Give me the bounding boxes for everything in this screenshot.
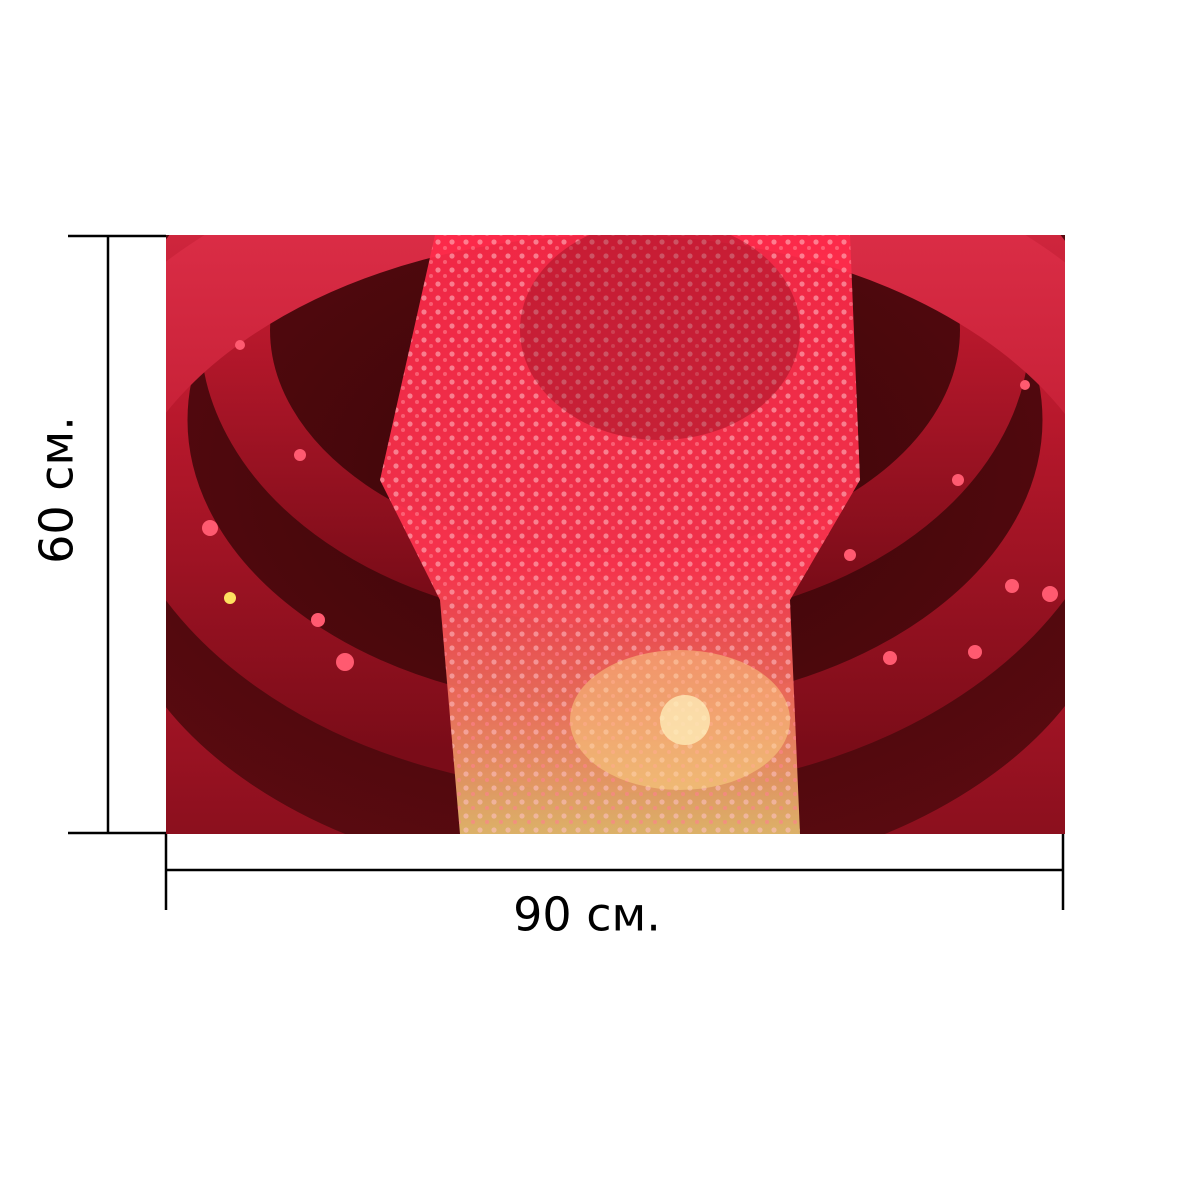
height-label: 60 см. xyxy=(30,416,84,564)
width-label: 90 см. xyxy=(513,888,661,942)
product-photo xyxy=(166,235,1065,834)
